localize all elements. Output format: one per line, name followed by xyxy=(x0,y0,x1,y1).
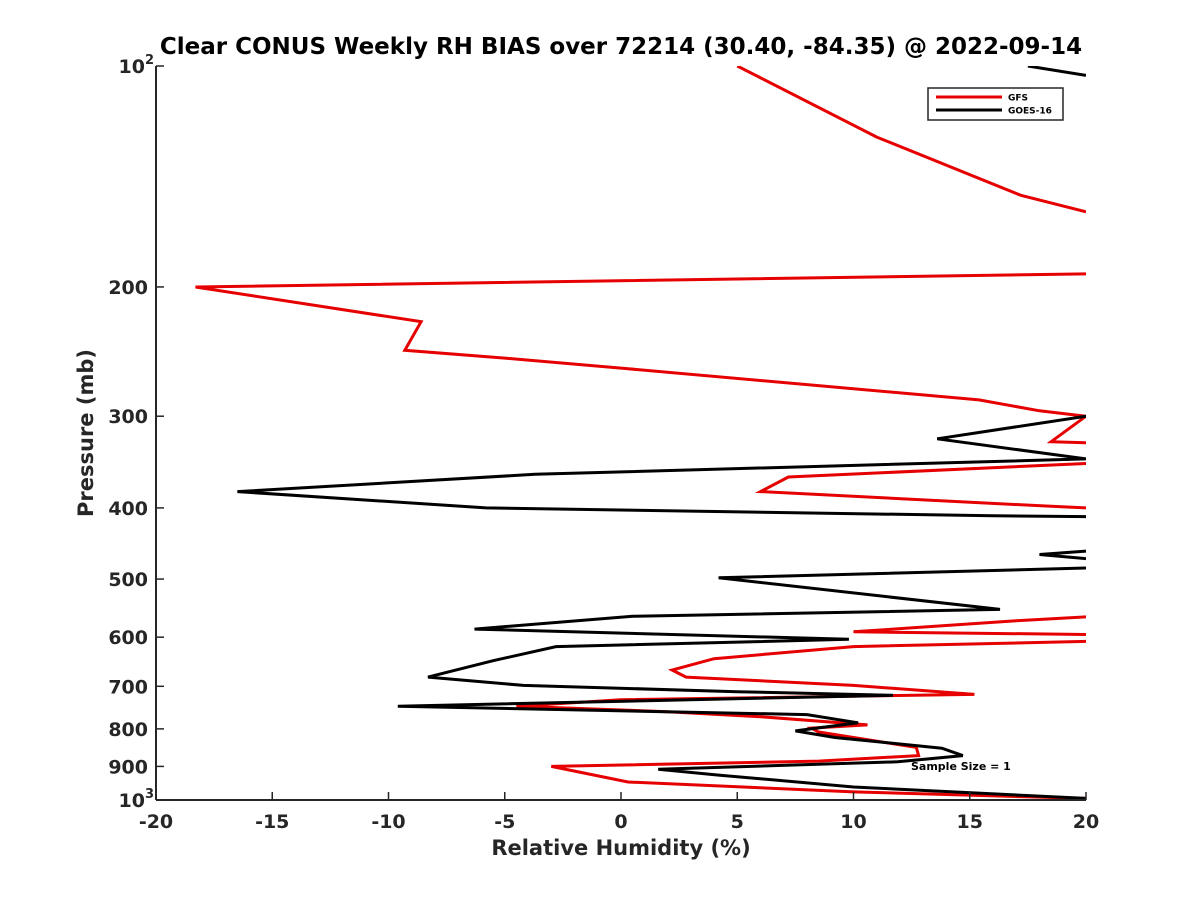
series-line-gfs xyxy=(195,66,1086,800)
legend: GFS GOES-16 xyxy=(927,87,1064,121)
series-layer xyxy=(195,66,1086,800)
y-tick-label: 300 xyxy=(108,406,148,428)
x-tick-label: 20 xyxy=(1073,811,1099,833)
x-tick-label: 0 xyxy=(614,811,627,833)
series-line-goes-16 xyxy=(237,66,1086,800)
y-tick-label: 103 xyxy=(119,787,155,812)
y-tick-label: 102 xyxy=(119,53,155,78)
y-axis: 102 200 300 400 500 600 700 800 900 103 xyxy=(108,53,164,812)
x-tick-label: -5 xyxy=(494,811,515,833)
x-tick-label: 5 xyxy=(731,811,744,833)
y-tick-label: 800 xyxy=(108,719,148,741)
sample-size-annotation: Sample Size = 1 xyxy=(911,760,1011,773)
x-tick-label: 15 xyxy=(957,811,983,833)
y-axis-label: Pressure (mb) xyxy=(74,349,98,517)
x-axis-label: Relative Humidity (%) xyxy=(491,836,750,860)
x-tick-label: -20 xyxy=(139,811,173,833)
y-tick-label: 900 xyxy=(108,756,148,778)
x-tick-label: -15 xyxy=(255,811,289,833)
y-tick-label: 500 xyxy=(108,569,148,591)
x-axis: -20 -15 -10 -5 0 5 10 15 20 xyxy=(139,792,1099,833)
x-tick-label: -10 xyxy=(371,811,405,833)
y-tick-label: 400 xyxy=(108,498,148,520)
y-tick-label: 700 xyxy=(108,676,148,698)
legend-label-gfs: GFS xyxy=(1008,94,1028,104)
y-tick-label: 200 xyxy=(108,277,148,299)
chart-title: Clear CONUS Weekly RH BIAS over 72214 (3… xyxy=(160,34,1082,60)
legend-box xyxy=(927,87,1064,121)
x-tick-label: 10 xyxy=(840,811,866,833)
y-tick-label: 600 xyxy=(108,627,148,649)
legend-label-goes-16: GOES-16 xyxy=(1008,107,1052,117)
